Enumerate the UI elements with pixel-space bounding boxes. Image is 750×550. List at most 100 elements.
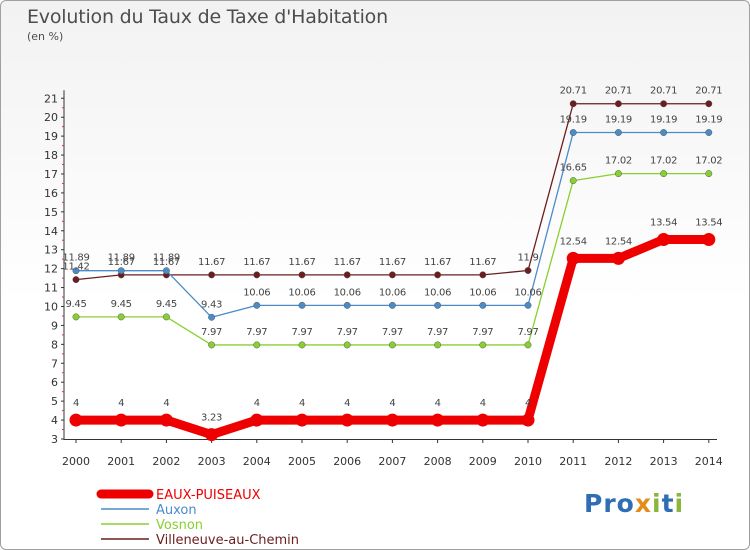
- data-label: 10.06: [243, 287, 270, 298]
- data-label: 4: [118, 398, 124, 409]
- data-label: 17.02: [695, 156, 722, 167]
- legend-label-2: Vosnon: [156, 518, 203, 533]
- chart-unit-label: (en %): [27, 30, 64, 43]
- x-tick-label: 2009: [469, 455, 497, 468]
- x-tick-label: 2010: [514, 455, 542, 468]
- data-point: [298, 301, 306, 309]
- data-point: [69, 413, 83, 427]
- data-label: 20.71: [695, 86, 722, 97]
- data-label: 11.67: [153, 257, 180, 268]
- data-point: [705, 129, 713, 136]
- data-point: [72, 267, 80, 275]
- data-point: [162, 267, 170, 275]
- y-tick-label: 8: [51, 338, 58, 351]
- data-label: 20.71: [605, 86, 632, 97]
- data-label: 10.06: [514, 287, 541, 298]
- data-point: [569, 177, 577, 185]
- data-label: 10.06: [288, 287, 315, 298]
- data-point: [614, 129, 622, 136]
- data-label: 7.97: [246, 327, 267, 338]
- data-label: 13.54: [650, 217, 677, 228]
- data-label: 11.67: [469, 257, 496, 268]
- data-label: 11.67: [424, 257, 451, 268]
- data-label: 4: [299, 398, 305, 409]
- data-point: [479, 341, 487, 349]
- data-point: [72, 313, 80, 321]
- data-point: [524, 301, 532, 309]
- data-point: [702, 232, 716, 246]
- data-label: 19.19: [650, 115, 677, 126]
- y-tick-label: 15: [44, 206, 58, 219]
- x-tick-label: 2014: [695, 455, 723, 468]
- data-label: 13.54: [695, 217, 722, 228]
- data-point: [298, 271, 306, 279]
- x-tick-label: 2001: [107, 455, 135, 468]
- y-tick-label: 11: [44, 282, 58, 295]
- data-label: 7.97: [472, 327, 493, 338]
- x-tick-label: 2003: [198, 455, 226, 468]
- y-tick-label: 12: [44, 263, 58, 276]
- data-point: [569, 100, 577, 108]
- data-point: [343, 341, 351, 349]
- data-point: [114, 413, 128, 427]
- chart-title: Evolution du Taux de Taxe d'Habitation: [27, 6, 388, 28]
- data-label: 4: [389, 398, 395, 409]
- data-point: [208, 313, 216, 321]
- data-point: [521, 413, 535, 427]
- x-tick-label: 2007: [378, 455, 406, 468]
- data-point: [117, 313, 125, 321]
- logo-letter: r: [603, 489, 617, 518]
- y-tick-label: 3: [51, 433, 58, 446]
- data-point: [117, 267, 125, 275]
- data-label: 17.02: [605, 156, 632, 167]
- data-point: [476, 413, 490, 427]
- data-point: [524, 341, 532, 349]
- legend-label-3: Villeneuve-au-Chemin: [156, 533, 299, 548]
- data-label: 7.97: [291, 327, 312, 338]
- data-label: 20.71: [650, 86, 677, 97]
- data-label: 7.97: [337, 327, 358, 338]
- data-point: [340, 413, 354, 427]
- x-tick-label: 2012: [604, 455, 632, 468]
- data-label: 9.45: [65, 299, 86, 310]
- legend-label-0: EAUX-PUISEAUX: [156, 488, 261, 503]
- data-point: [295, 413, 309, 427]
- data-point: [159, 413, 173, 427]
- data-point: [434, 301, 442, 309]
- data-label: 11.67: [379, 257, 406, 268]
- data-point: [388, 301, 396, 309]
- y-tick-label: 10: [44, 300, 58, 313]
- y-tick-label: 7: [51, 357, 58, 370]
- y-tick-label: 19: [44, 130, 58, 143]
- data-point: [208, 341, 216, 349]
- y-tick-label: 16: [44, 187, 58, 200]
- y-tick-label: 14: [44, 225, 58, 238]
- data-label: 4: [344, 398, 350, 409]
- data-label: 4: [525, 398, 531, 409]
- data-label: 19.19: [605, 115, 632, 126]
- data-point: [479, 301, 487, 309]
- data-point: [657, 232, 671, 246]
- data-label: 4: [435, 398, 441, 409]
- x-tick-label: 2002: [152, 455, 180, 468]
- x-tick-label: 2008: [424, 455, 452, 468]
- data-label: 10.06: [334, 287, 361, 298]
- y-tick-label: 17: [44, 168, 58, 181]
- data-label: 12.54: [560, 236, 587, 247]
- data-label: 19.19: [560, 115, 587, 126]
- data-label: 9.45: [156, 299, 177, 310]
- data-point: [569, 129, 577, 136]
- data-point: [660, 100, 668, 108]
- data-point: [250, 413, 264, 427]
- data-point: [253, 341, 261, 349]
- logo-letter: i: [652, 489, 662, 518]
- data-point: [660, 170, 668, 178]
- data-label: 4: [254, 398, 260, 409]
- data-point: [208, 271, 216, 279]
- data-point: [705, 170, 713, 178]
- data-label: 7.97: [427, 327, 448, 338]
- data-label: 11.89: [62, 253, 89, 264]
- data-point: [434, 271, 442, 279]
